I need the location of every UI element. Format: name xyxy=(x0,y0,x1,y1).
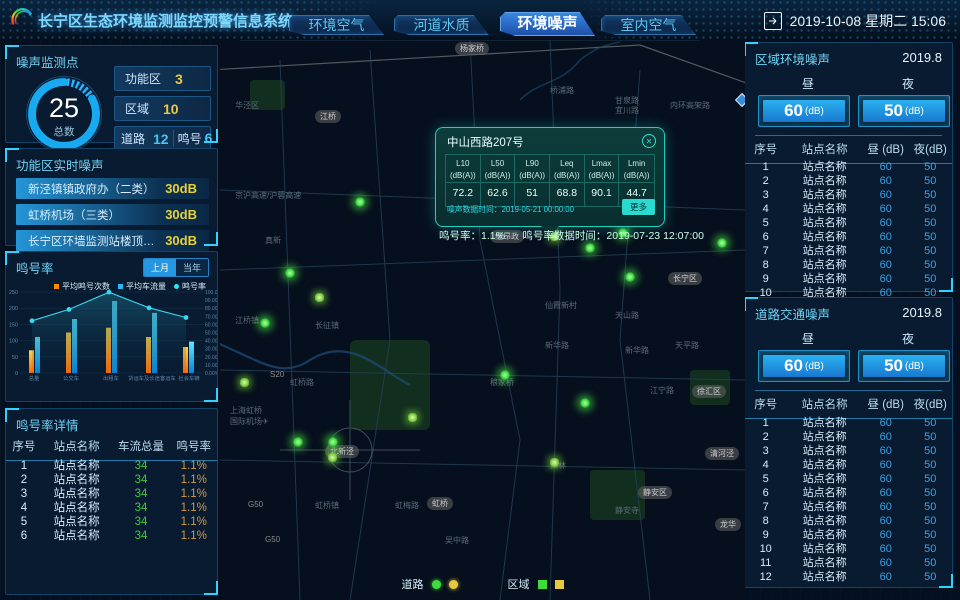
svg-text:70.00%: 70.00% xyxy=(205,314,217,320)
svg-text:80.00%: 80.00% xyxy=(205,306,217,312)
svg-text:90.00%: 90.00% xyxy=(205,298,217,304)
svg-text:100: 100 xyxy=(9,339,18,345)
svg-text:40.00%: 40.00% xyxy=(205,339,217,345)
svg-text:25: 25 xyxy=(49,93,79,123)
svg-text:250: 250 xyxy=(9,290,18,296)
svg-text:30.00%: 30.00% xyxy=(205,347,217,353)
svg-text:总量: 总量 xyxy=(29,374,40,382)
svg-text:社会车辆: 社会车辆 xyxy=(178,374,200,382)
svg-text:150: 150 xyxy=(9,322,18,328)
svg-text:10.00%: 10.00% xyxy=(205,363,217,369)
svg-text:出租车: 出租车 xyxy=(103,374,119,382)
svg-text:200: 200 xyxy=(9,306,18,312)
svg-text:60.00%: 60.00% xyxy=(205,322,217,328)
svg-text:100.00%: 100.00% xyxy=(205,290,217,296)
svg-text:公交车: 公交车 xyxy=(63,374,79,382)
svg-text:0: 0 xyxy=(15,371,18,377)
svg-text:0.00%: 0.00% xyxy=(205,371,217,377)
svg-text:货运车及长途客运车: 货运车及长途客运车 xyxy=(128,374,176,382)
svg-text:20.00%: 20.00% xyxy=(205,355,217,361)
svg-text:50.00%: 50.00% xyxy=(205,331,217,337)
svg-text:总数: 总数 xyxy=(54,125,75,138)
svg-text:50: 50 xyxy=(12,355,18,361)
